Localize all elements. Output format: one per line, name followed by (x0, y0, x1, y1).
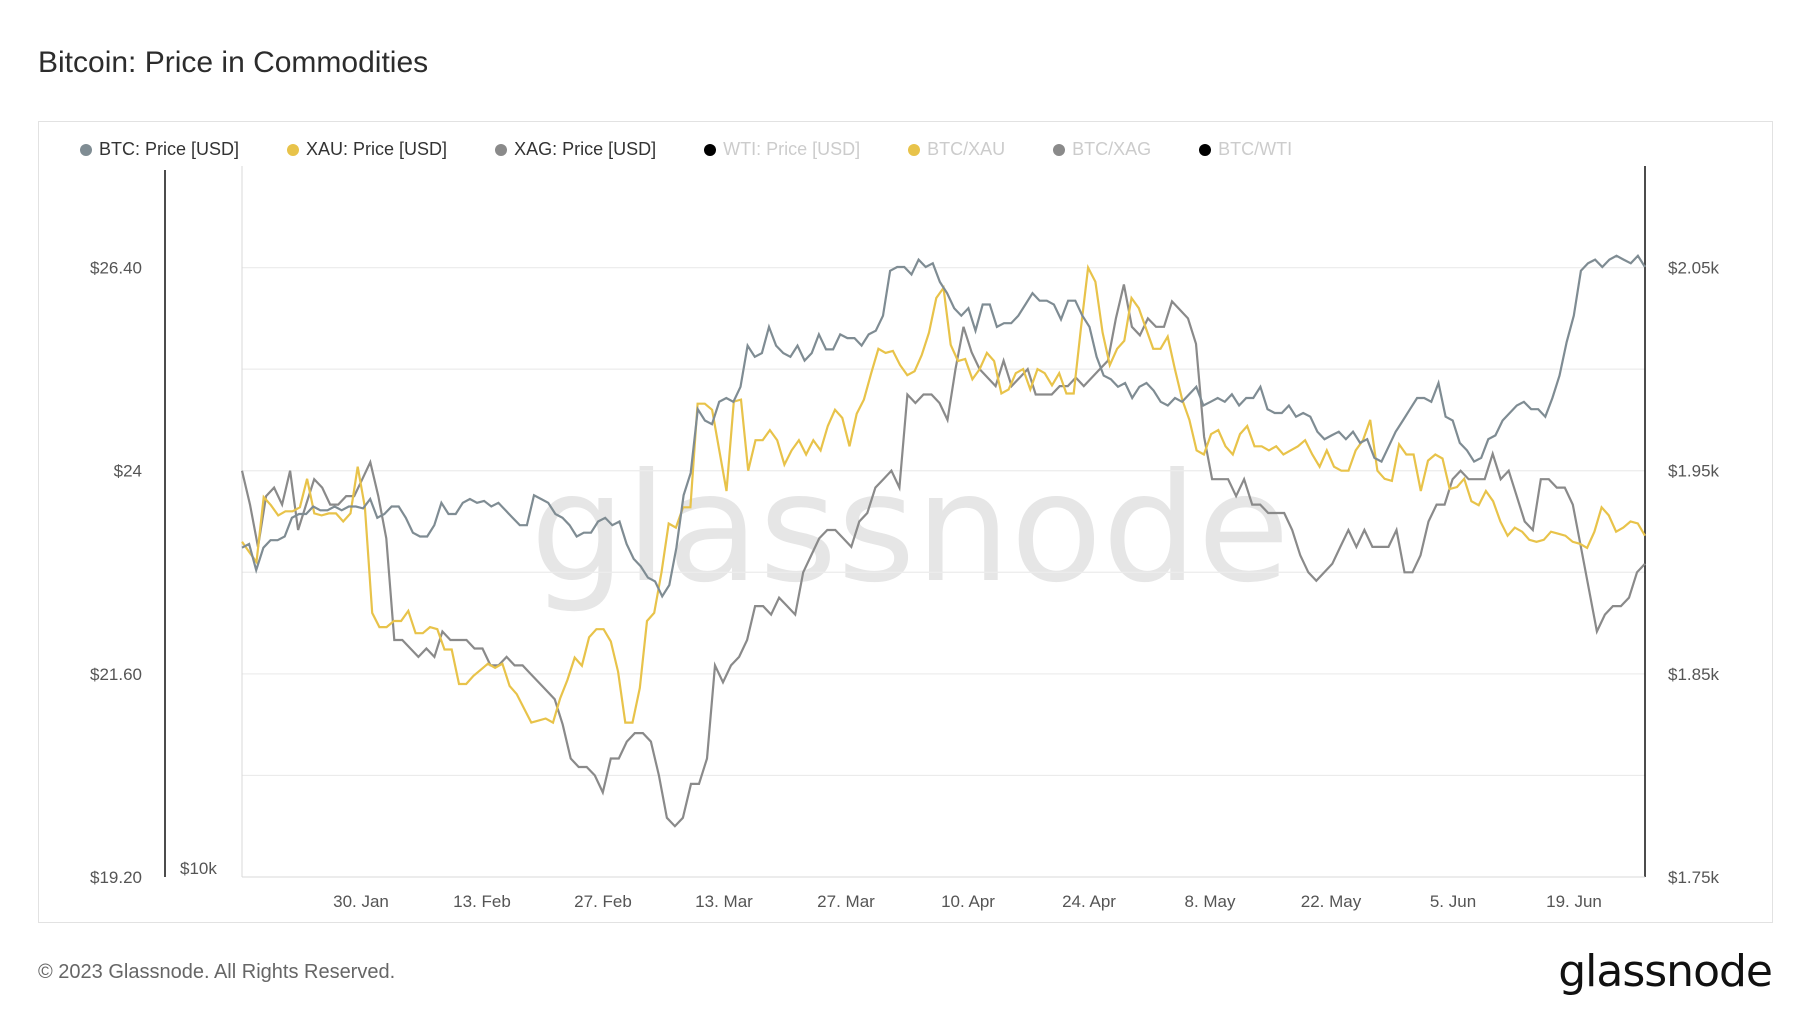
y-tick-right: $2.05k (1668, 259, 1720, 278)
brand-logo[interactable]: glassnode (1558, 946, 1773, 997)
legend-label: BTC/WTI (1218, 139, 1293, 159)
x-tick: 27. Feb (574, 892, 632, 911)
x-tick: 8. May (1184, 892, 1236, 911)
legend-label: BTC/XAG (1072, 139, 1152, 159)
legend-label: XAG: Price [USD] (514, 139, 657, 159)
legend-item-wti-price-usd[interactable]: WTI: Price [USD] (704, 139, 860, 160)
y-tick-left: $19.20 (90, 868, 142, 887)
x-tick: 13. Mar (695, 892, 753, 911)
y-tick-right: $1.75k (1668, 868, 1720, 887)
legend-dot-icon (1199, 143, 1212, 156)
legend-label: BTC/XAU (927, 139, 1006, 159)
legend-dot-icon (1053, 143, 1066, 156)
legend-item-btc-xag[interactable]: BTC/XAG (1053, 139, 1151, 160)
watermark-text: glassnode (530, 442, 1289, 616)
legend-dot-icon (80, 143, 92, 156)
x-tick: 22. May (1301, 892, 1362, 911)
y-tick-right: $1.85k (1668, 665, 1720, 684)
y-tick-btc: $10k (180, 859, 217, 878)
chart-svg: glassnode $26.40 $24 $21.60 $19.20 $10k $2.05k… (90, 166, 1720, 911)
legend-item-btc-wti[interactable]: BTC/WTI (1199, 139, 1292, 160)
legend-dot-icon (495, 143, 508, 156)
x-tick: 5. Jun (1430, 892, 1476, 911)
series-line-btc (241, 254, 1646, 599)
legend-item-xau-price-usd[interactable]: XAU: Price [USD] (287, 139, 447, 160)
y-tick-left: $24 (114, 462, 142, 481)
legend-dot-icon (287, 143, 300, 156)
y-tick-left: $26.40 (90, 259, 142, 278)
legend-label: BTC: Price [USD] (99, 139, 240, 159)
legend-item-xag-price-usd[interactable]: XAG: Price [USD] (495, 139, 656, 160)
x-tick: 30. Jan (333, 892, 389, 911)
x-tick: 24. Apr (1062, 892, 1116, 911)
x-tick: 19. Jun (1546, 892, 1602, 911)
chart-title: Bitcoin: Price in Commodities (38, 46, 429, 79)
x-tick: 13. Feb (453, 892, 511, 911)
y-tick-left: $21.60 (90, 665, 142, 684)
x-tick: 10. Apr (941, 892, 995, 911)
legend-item-btc-price-usd[interactable]: BTC: Price [USD] (80, 139, 239, 160)
y-tick-right: $1.95k (1668, 462, 1720, 481)
x-tick: 27. Mar (817, 892, 875, 911)
series-line-xag (240, 284, 1646, 828)
legend-label: WTI: Price [USD] (723, 139, 861, 159)
legend: BTC: Price [USD] XAU: Price [USD] XAG: Pri… (80, 139, 1340, 160)
legend-dot-icon (704, 143, 717, 156)
legend-item-btc-xau[interactable]: BTC/XAU (908, 139, 1005, 160)
copyright-text: © 2023 Glassnode. All Rights Reserved. (38, 961, 396, 983)
legend-label: XAU: Price [USD] (306, 139, 448, 159)
chart-frame (38, 121, 1773, 923)
legend-dot-icon (908, 143, 921, 156)
